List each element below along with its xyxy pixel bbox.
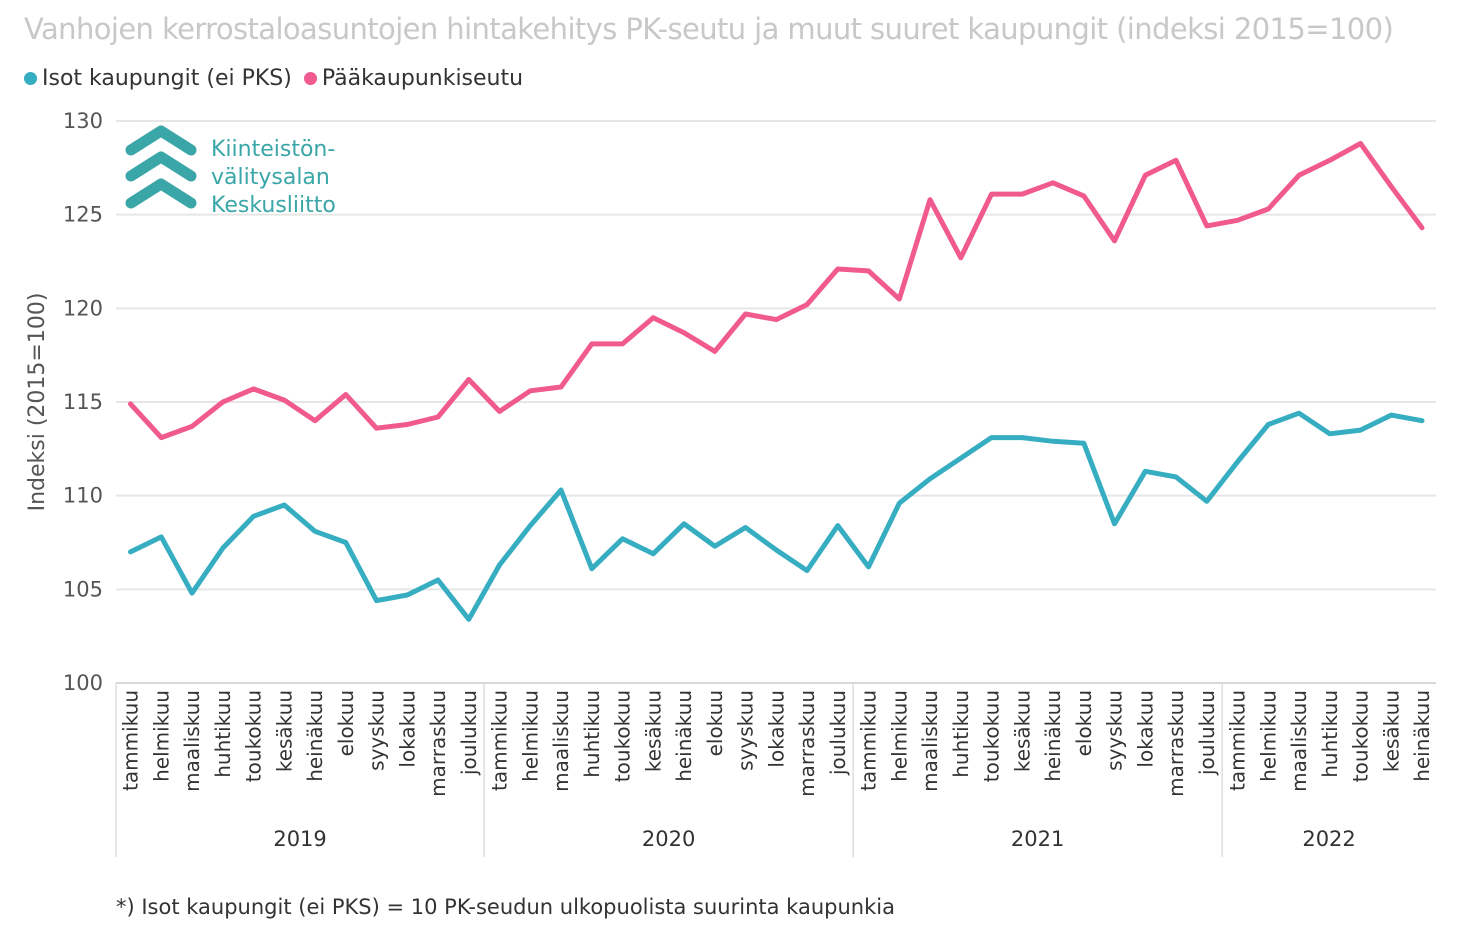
x-axis: tammikuu helmikuu maaliskuu huhtikuu toukoku… (115, 682, 1436, 857)
x-tick-label: huhtikuu (949, 690, 973, 778)
x-tick-label: kesäkuu (1379, 690, 1403, 772)
x-tick-label: tammikuu (857, 690, 881, 791)
x-tick-label: tammikuu (488, 690, 512, 791)
logo-text-line-3: Keskusliitto (211, 193, 336, 218)
x-tick-label: heinäkuu (672, 690, 696, 782)
x-tick-label: joulukuu (457, 690, 481, 776)
x-tick-label: syyskuu (734, 690, 758, 771)
year-label: 2021 (1011, 827, 1064, 851)
logo-text-line-1: Kiinteistön- (211, 137, 335, 162)
x-tick-label: huhtikuu (1318, 690, 1342, 778)
x-tick-label: marraskuu (426, 690, 450, 797)
series-lines (128, 141, 1425, 622)
x-tick-label: elokuu (703, 690, 727, 756)
y-axis-ticks: 100 105 110 115 120 125 130 (63, 109, 103, 695)
x-tick-label: joulukuu (826, 690, 850, 776)
x-tick-label: tammikuu (119, 690, 143, 791)
x-tick-label: tammikuu (1226, 690, 1250, 791)
y-tick-label: 100 (63, 671, 103, 695)
year-label: 2022 (1302, 827, 1355, 851)
x-tick-label: elokuu (334, 690, 358, 756)
x-tick-label: marraskuu (795, 690, 819, 797)
x-tick-label: toukokuu (611, 690, 635, 782)
footnote: *) Isot kaupungit (ei PKS) = 10 PK-seudu… (116, 895, 895, 919)
chevron-up-icon (125, 125, 197, 156)
x-tick-label: toukokuu (980, 690, 1004, 782)
x-tick-label: joulukuu (1195, 690, 1219, 776)
x-tick-label: kesäkuu (641, 690, 665, 772)
y-axis-label: Indeksi (2015=100) (25, 293, 50, 512)
company-logo: Kiinteistön- välitysalan Keskusliitto (125, 125, 336, 218)
y-tick-label: 120 (63, 296, 103, 320)
x-tick-label: elokuu (1072, 690, 1096, 756)
x-tick-label: kesäkuu (1010, 690, 1034, 772)
x-tick-label: lokakuu (764, 690, 788, 768)
x-tick-label: maaliskuu (180, 690, 204, 792)
legend-label-isot-kaupungit: Isot kaupungit (ei PKS) (42, 66, 292, 91)
chart-title: Vanhojen kerrostaloasuntojen hintakehity… (24, 12, 1394, 46)
logo-text-line-2: välitysalan (211, 165, 330, 190)
y-tick-label: 130 (63, 109, 103, 133)
year-label: 2019 (273, 827, 326, 851)
x-tick-label: heinäkuu (1041, 690, 1065, 782)
x-tick-label: lokakuu (1133, 690, 1157, 768)
legend: Isot kaupungit (ei PKS) Pääkaupunkiseutu (24, 66, 535, 91)
chevron-up-icon (125, 178, 197, 209)
x-tick-label: helmikuu (149, 690, 173, 782)
x-tick-label: heinäkuu (303, 690, 327, 782)
chevron-up-icon (125, 151, 197, 182)
legend-item-isot-kaupungit[interactable]: Isot kaupungit (ei PKS) (24, 66, 292, 91)
legend-marker-paakaupunkiseutu (303, 72, 317, 85)
x-tick-label: huhtikuu (580, 690, 604, 778)
x-tick-label: marraskuu (1164, 690, 1188, 797)
x-tick-label: helmikuu (1256, 690, 1280, 782)
x-tick-label: maaliskuu (549, 690, 573, 792)
series-line-paakaupunkiseutu[interactable] (128, 141, 1425, 441)
x-tick-label: huhtikuu (211, 690, 235, 778)
series-line-isot-kaupungit[interactable] (128, 410, 1425, 622)
x-tick-label: helmikuu (518, 690, 542, 782)
x-tick-label: maaliskuu (1287, 690, 1311, 792)
x-tick-label: toukokuu (1349, 690, 1373, 782)
x-tick-label: toukokuu (242, 690, 266, 782)
legend-label-paakaupunkiseutu: Pääkaupunkiseutu (321, 66, 524, 91)
x-tick-label: syyskuu (365, 690, 389, 771)
y-tick-label: 115 (63, 390, 103, 414)
y-tick-label: 110 (63, 484, 103, 508)
legend-marker-isot-kaupungit (24, 72, 37, 85)
year-label: 2020 (642, 827, 695, 851)
x-tick-label: helmikuu (887, 690, 911, 782)
x-tick-label: kesäkuu (272, 690, 296, 772)
y-tick-label: 125 (63, 203, 103, 227)
x-tick-label: maaliskuu (918, 690, 942, 792)
x-tick-label: heinäkuu (1410, 690, 1434, 782)
gridlines (116, 120, 1436, 591)
y-tick-label: 105 (63, 577, 103, 601)
legend-item-paakaupunkiseutu[interactable]: Pääkaupunkiseutu (303, 66, 524, 91)
x-tick-label: syyskuu (1103, 690, 1127, 771)
x-tick-label: lokakuu (395, 690, 419, 768)
